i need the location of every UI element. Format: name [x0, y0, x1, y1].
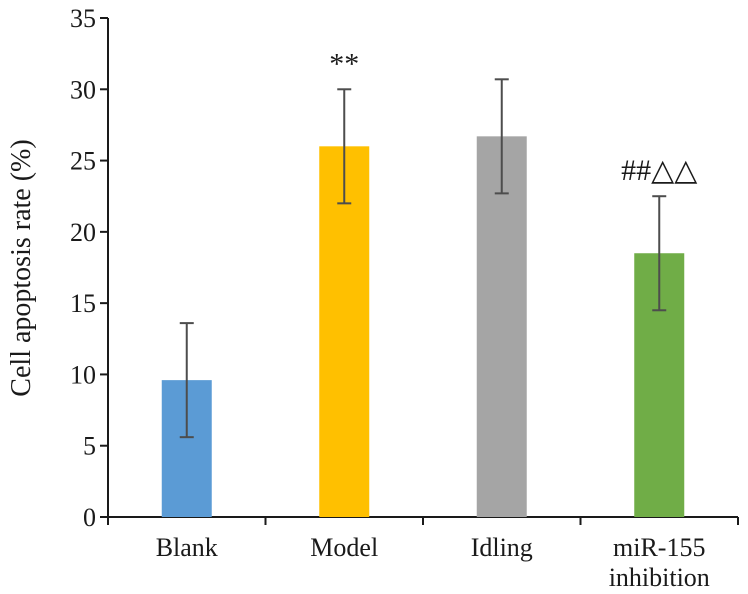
x-category-label: Model: [310, 533, 378, 562]
x-category-label: Blank: [156, 533, 218, 562]
y-tick-label: 25: [70, 147, 96, 176]
x-category-label: Idling: [471, 533, 533, 562]
x-category-label: inhibition: [609, 563, 710, 592]
significance-annotation: **: [329, 47, 359, 80]
y-axis-label: Cell apoptosis rate (%): [6, 139, 37, 396]
y-tick-label: 0: [83, 503, 96, 532]
y-tick-label: 30: [70, 75, 96, 104]
axes: 0 5 10 15 20 25 30 35 Blank Model Idling miR-155inh…: [70, 4, 739, 592]
bar: [319, 146, 370, 518]
x-category-label: miR-155: [613, 533, 705, 562]
significance-annotation: ##△△: [621, 154, 697, 187]
bar: [476, 136, 527, 517]
y-tick-label: 15: [70, 289, 96, 318]
y-tick-label: 5: [83, 432, 96, 461]
y-tick-label: 20: [70, 218, 96, 247]
y-tick-label: 10: [70, 360, 96, 389]
bars: ** ##△△: [161, 47, 697, 518]
y-tick-label: 35: [70, 4, 96, 33]
